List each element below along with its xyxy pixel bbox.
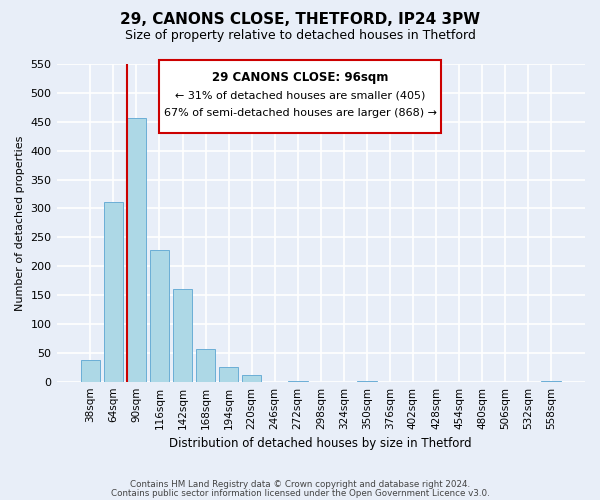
Text: Size of property relative to detached houses in Thetford: Size of property relative to detached ho… [125,29,475,42]
Text: 29, CANONS CLOSE, THETFORD, IP24 3PW: 29, CANONS CLOSE, THETFORD, IP24 3PW [120,12,480,28]
Text: 67% of semi-detached houses are larger (868) →: 67% of semi-detached houses are larger (… [163,108,437,118]
Bar [149,250,169,382]
Text: ← 31% of detached houses are smaller (405): ← 31% of detached houses are smaller (40… [175,90,425,100]
Bar [104,202,123,382]
Bar [219,366,238,382]
Text: Contains HM Land Registry data © Crown copyright and database right 2024.: Contains HM Land Registry data © Crown c… [130,480,470,489]
Bar [196,349,215,382]
Text: Contains public sector information licensed under the Open Government Licence v3: Contains public sector information licen… [110,488,490,498]
Text: 29 CANONS CLOSE: 96sqm: 29 CANONS CLOSE: 96sqm [212,70,388,84]
Bar [242,374,262,382]
Y-axis label: Number of detached properties: Number of detached properties [15,135,25,310]
Bar [541,380,561,382]
Bar [80,360,100,382]
Bar [127,118,146,382]
X-axis label: Distribution of detached houses by size in Thetford: Distribution of detached houses by size … [169,437,472,450]
Bar [173,290,193,382]
Bar [288,380,308,382]
Bar [357,380,377,382]
